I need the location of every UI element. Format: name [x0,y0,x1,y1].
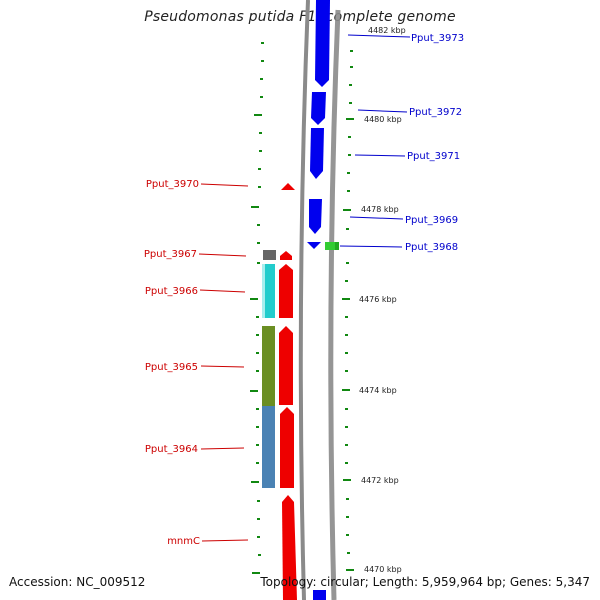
gene-Pput_3969[interactable] [309,199,322,234]
label-Pput_3964[interactable]: Pput_3964 [145,444,198,455]
scale-label-4476: 4476 kbp [359,295,397,304]
gene-Pput_3970[interactable] [281,183,295,190]
cog-block-Pput_3964 [262,406,275,488]
gene-Pput_3971[interactable] [310,128,324,179]
genome-backbone-inner [328,9,341,600]
scale-label-4478: 4478 kbp [361,205,399,214]
right-scale-ticks [342,50,354,571]
label-Pput_3973[interactable]: Pput_3973 [411,33,464,44]
scale-label-4470: 4470 kbp [364,565,402,574]
forward-gene-bottom[interactable] [313,590,326,600]
label-Pput_3970[interactable]: Pput_3970 [146,179,199,190]
scale-label-4472: 4472 kbp [361,476,399,485]
label-Pput_3971[interactable]: Pput_3971 [407,151,460,162]
gene-Pput_3972[interactable] [311,92,326,125]
gene-Pput_3968-rna[interactable] [325,242,339,250]
label-mnmC[interactable]: mnmC [167,536,200,547]
gene-Pput_3964[interactable] [280,407,294,488]
gene-mnmC[interactable] [282,495,297,600]
cog-block-Pput_3966 [262,264,275,318]
label-Pput_3967[interactable]: Pput_3967 [144,249,197,260]
forward-strand-track [307,0,330,600]
cog-block-Pput_3967 [263,250,276,260]
scale-label-4474: 4474 kbp [359,386,397,395]
gene-Pput_3967[interactable] [280,251,292,260]
reverse-strand-track [279,183,297,600]
genome-summary-text: Topology: circular; Length: 5,959,964 bp… [260,575,590,589]
label-Pput_3968[interactable]: Pput_3968 [405,242,458,253]
scale-label-4480: 4480 kbp [364,115,402,124]
cog-block-Pput_3965 [262,326,275,406]
accession-text: Accession: NC_009512 [9,575,146,589]
genome-backbone-outer [298,0,310,600]
map-title: Pseudomonas putida F1, complete genome [144,9,456,25]
gene-Pput_3966[interactable] [279,264,293,318]
label-Pput_3966[interactable]: Pput_3966 [145,286,198,297]
gene-Pput_3965[interactable] [279,326,293,405]
gene-Pput_3968-arrow[interactable] [307,242,321,249]
left-scale-ticks [250,42,264,574]
label-Pput_3965[interactable]: Pput_3965 [145,362,198,373]
label-Pput_3969[interactable]: Pput_3969 [405,215,458,226]
scale-label-4482: 4482 kbp [368,26,406,35]
gene-Pput_3973[interactable] [315,0,330,87]
label-Pput_3972[interactable]: Pput_3972 [409,107,462,118]
